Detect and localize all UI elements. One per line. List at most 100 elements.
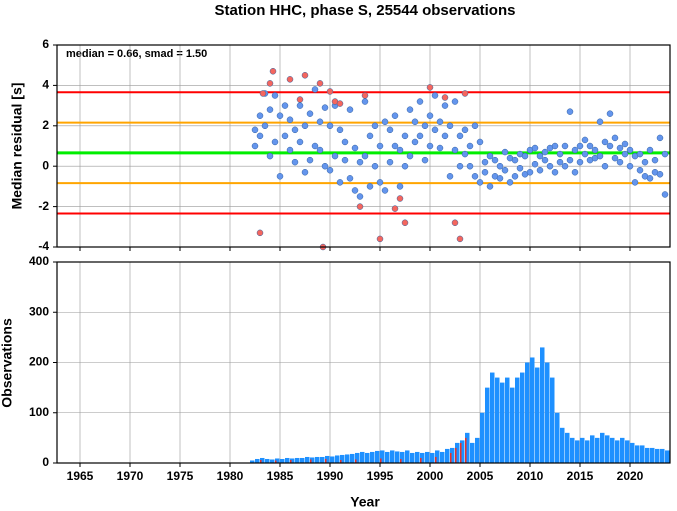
data-point: [356, 158, 364, 166]
bar: [360, 451, 365, 463]
data-point: [256, 229, 264, 237]
y-tick-label: 0: [42, 158, 49, 172]
data-point: [401, 132, 409, 140]
bar: [550, 377, 555, 463]
data-point: [391, 142, 399, 150]
bar: [515, 377, 520, 463]
bar: [380, 458, 382, 463]
y-tick-label: 200: [29, 355, 49, 369]
data-point: [561, 142, 569, 150]
data-point: [596, 118, 604, 126]
data-point: [276, 112, 284, 119]
data-point: [351, 187, 359, 194]
bar: [285, 457, 290, 463]
data-point: [411, 118, 419, 126]
bar: [460, 442, 462, 463]
x-tick-label: 1995: [367, 469, 394, 483]
data-point: [451, 219, 459, 227]
data-point: [366, 132, 374, 140]
bar: [510, 387, 515, 463]
data-point: [456, 162, 464, 170]
data-point: [591, 146, 599, 154]
data-point: [341, 156, 349, 164]
data-point: [271, 92, 279, 99]
data-point: [371, 122, 379, 130]
bar: [405, 450, 410, 463]
data-point: [406, 106, 414, 113]
bar: [390, 450, 395, 463]
data-point: [351, 144, 359, 152]
bar: [530, 357, 535, 463]
data-point: [336, 126, 344, 134]
data-point: [376, 142, 384, 150]
data-point: [336, 100, 344, 107]
data-point: [386, 126, 394, 134]
data-point: [641, 158, 649, 166]
data-point: [391, 205, 399, 212]
data-point: [401, 219, 409, 227]
bar: [580, 437, 585, 463]
x-tick-label: 2005: [467, 469, 494, 483]
x-tick-label: 1985: [267, 469, 294, 483]
bar: [325, 458, 327, 463]
data-point: [441, 132, 449, 140]
data-point: [661, 191, 669, 198]
data-point: [531, 160, 539, 168]
bar: [275, 458, 280, 463]
x-tick-label: 1975: [167, 469, 194, 483]
x-axis-label: Year: [350, 494, 380, 510]
data-point: [331, 152, 339, 160]
data-point: [301, 72, 309, 79]
data-point: [661, 150, 669, 158]
data-point: [431, 92, 439, 99]
data-point: [461, 126, 469, 134]
bar: [310, 459, 312, 463]
bar: [635, 445, 640, 463]
bar: [645, 447, 650, 463]
data-point: [401, 162, 409, 170]
bar: [410, 452, 415, 463]
data-point: [456, 235, 464, 243]
bar: [350, 453, 355, 463]
bar: [445, 448, 450, 463]
data-point: [316, 118, 324, 126]
data-point: [601, 138, 609, 146]
bar: [265, 458, 270, 463]
data-point: [656, 134, 664, 142]
data-point: [521, 152, 529, 160]
x-tick-label: 2015: [567, 469, 594, 483]
x-tick-label: 2000: [417, 469, 444, 483]
bar: [460, 440, 465, 463]
data-point: [341, 138, 349, 146]
bar: [650, 447, 655, 463]
bar: [325, 455, 330, 463]
data-point: [321, 162, 329, 170]
annotation: median = 0.66, smad = 1.50: [66, 48, 207, 60]
data-point: [371, 162, 379, 170]
data-point: [541, 148, 549, 156]
data-point: [251, 126, 259, 134]
data-point: [471, 173, 479, 180]
data-point: [601, 162, 609, 170]
data-point: [636, 166, 644, 174]
bar: [560, 427, 565, 463]
data-point: [266, 152, 274, 160]
bar: [400, 458, 402, 463]
bar: [470, 442, 475, 463]
data-point: [511, 156, 519, 164]
data-point: [376, 235, 384, 243]
data-point: [501, 166, 509, 174]
bar: [340, 454, 345, 463]
bar: [565, 432, 570, 463]
data-point: [496, 175, 504, 182]
data-point: [326, 88, 334, 95]
y-tick-label: 100: [29, 405, 49, 419]
data-point: [576, 158, 584, 166]
bar: [300, 457, 305, 463]
bar: [270, 459, 275, 463]
bar: [275, 460, 277, 463]
data-point: [606, 110, 614, 117]
bar: [450, 447, 455, 463]
bar: [575, 440, 580, 463]
data-point: [326, 122, 334, 130]
